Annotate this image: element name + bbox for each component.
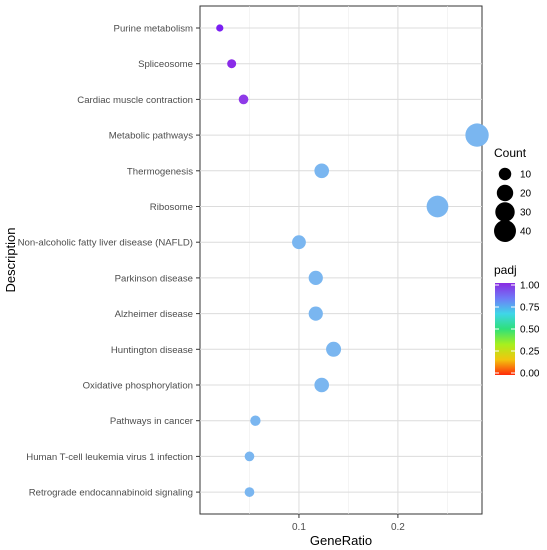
y-tick-label: Non-alcoholic fatty liver disease (NAFLD… — [18, 238, 193, 249]
color-legend-label: 0.25 — [520, 347, 540, 358]
x-tick-label: 0.1 — [292, 522, 306, 533]
x-tick-label: 0.2 — [391, 522, 405, 533]
size-legend-label: 20 — [520, 189, 532, 200]
size-legend-items: 10 20 30 40 — [494, 167, 532, 242]
panel-background — [199, 5, 483, 515]
data-point — [308, 270, 323, 286]
y-tick-label: Huntington disease — [111, 345, 193, 356]
data-point — [465, 123, 489, 147]
y-tick-label: Pathways in cancer — [110, 416, 194, 427]
y-tick-label: Alzheimer disease — [115, 309, 193, 320]
color-legend-label: 1.00 — [520, 281, 540, 292]
size-legend-dot — [498, 167, 512, 181]
data-point — [314, 163, 330, 179]
data-point — [426, 195, 449, 218]
y-tick-label: Spliceosome — [138, 59, 193, 70]
y-tick-label: Metabolic pathways — [109, 131, 193, 142]
y-tick-label: Parkinson disease — [115, 273, 193, 284]
data-point — [244, 487, 255, 497]
y-tick-label: Thermogenesis — [127, 166, 193, 177]
data-point — [238, 94, 249, 105]
data-point — [326, 341, 342, 357]
size-legend: Count 10 20 30 40 — [494, 146, 532, 242]
y-tick-label: Ribosome — [150, 202, 193, 213]
size-legend-title: Count — [494, 146, 527, 160]
data-point — [244, 451, 255, 462]
color-legend: padj 1.00 0.75 0.50 0.25 0.00 — [494, 263, 540, 380]
y-axis-ticks: Purine metabolism Spliceosome Cardiac musc… — [18, 24, 200, 499]
size-legend-dot — [494, 220, 516, 242]
size-legend-dot — [495, 202, 515, 222]
y-tick-label: Oxidative phosphorylation — [83, 381, 193, 392]
size-legend-label: 30 — [520, 208, 532, 219]
color-legend-label: 0.00 — [520, 369, 540, 380]
size-legend-dot — [496, 184, 514, 202]
x-axis-ticks: 0.1 0.2 — [292, 514, 405, 533]
size-legend-label: 40 — [520, 227, 532, 238]
data-point — [216, 24, 224, 32]
data-point — [314, 377, 330, 393]
grid-lines — [200, 6, 482, 514]
color-legend-label: 0.50 — [520, 325, 540, 336]
data-point — [292, 235, 306, 250]
data-point — [227, 59, 237, 69]
color-legend-ticks: 1.00 0.75 0.50 0.25 0.00 — [495, 281, 540, 380]
y-tick-label: Cardiac muscle contraction — [77, 95, 193, 106]
y-tick-label: Retrograde endocannabinoid signaling — [29, 488, 193, 499]
size-legend-label: 10 — [520, 170, 532, 181]
color-legend-bar — [495, 283, 515, 375]
data-point — [250, 415, 261, 426]
y-tick-label: Human T-cell leukemia virus 1 infection — [26, 452, 193, 463]
y-tick-label: Purine metabolism — [114, 24, 193, 35]
y-axis-title: Description — [3, 227, 18, 292]
data-point — [308, 306, 323, 321]
color-legend-label: 0.75 — [520, 303, 540, 314]
color-legend-title: padj — [494, 263, 517, 277]
x-axis-title: GeneRatio — [310, 533, 372, 548]
data-points — [216, 24, 489, 497]
